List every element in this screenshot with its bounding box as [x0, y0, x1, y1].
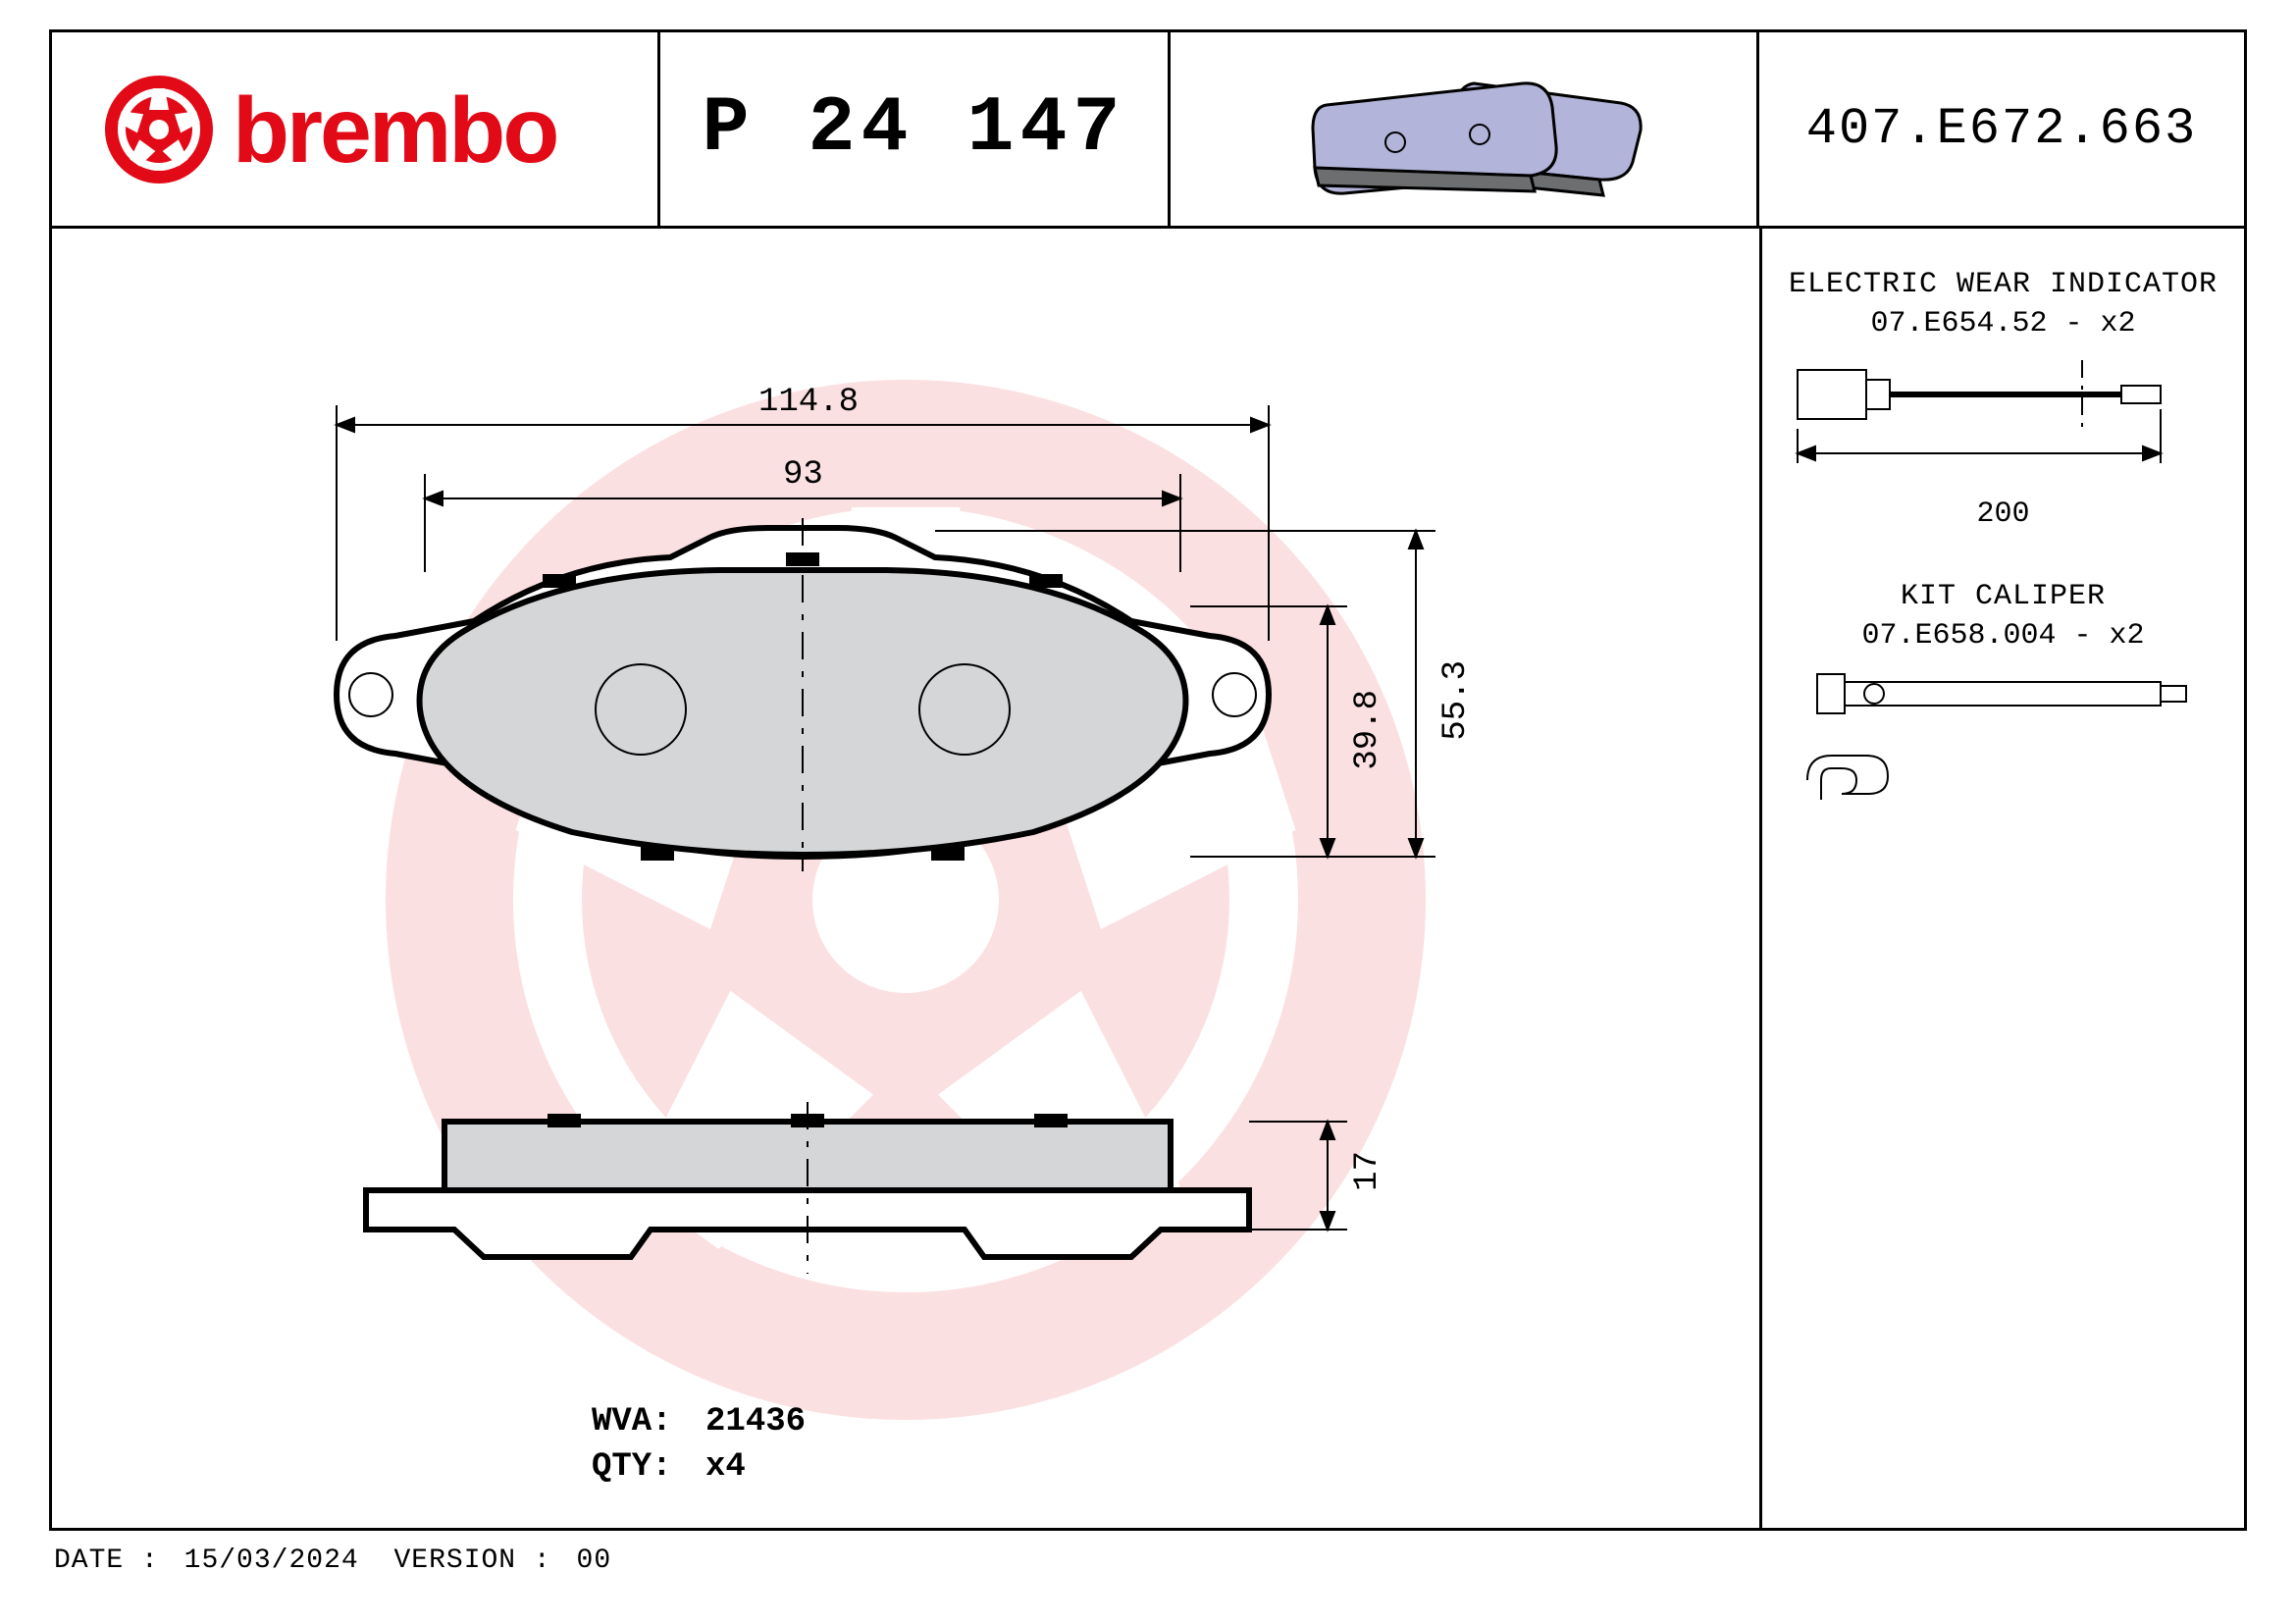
render-cell	[1171, 32, 1759, 226]
part-number: P 24 147	[702, 84, 1125, 174]
front-view	[248, 346, 1524, 955]
kit-caliper-title: KIT CALIPER	[1788, 580, 2219, 613]
dim-overall-height: 55.3	[1437, 660, 1475, 741]
kit-caliper-code: 07.E658.004	[1861, 619, 2056, 653]
kit-caliper-block: KIT CALIPER 07.E658.004 - x2	[1788, 580, 2219, 819]
wear-indicator-title: ELECTRIC WEAR INDICATOR	[1788, 268, 2219, 301]
footer-date-label: DATE :	[54, 1545, 159, 1576]
qty-label: QTY:	[592, 1448, 672, 1486]
logo-cell: brembo	[52, 32, 660, 226]
body-row: 114.8 93 39.8 55.3	[52, 229, 2244, 1528]
dim-pad-width: 93	[783, 456, 823, 494]
wear-indicator-code: 07.E654.52	[1870, 307, 2047, 341]
wear-indicator-drawing	[1788, 341, 2219, 488]
accessories-panel: ELECTRIC WEAR INDICATOR 07.E654.52 - x2	[1759, 229, 2244, 1528]
caliper-pin-drawing	[1788, 653, 2219, 741]
side-view	[337, 1092, 1416, 1308]
main-drawing-area: 114.8 93 39.8 55.3	[52, 229, 1759, 1528]
header-row: brembo P 24 147 407	[52, 32, 2244, 229]
kit-caliper-qty: x2	[2110, 619, 2145, 653]
brembo-logo: brembo	[100, 66, 610, 193]
wear-indicator-block: ELECTRIC WEAR INDICATOR 07.E654.52 - x2	[1788, 268, 2219, 531]
footer: DATE : 15/03/2024 VERSION : 00	[54, 1545, 611, 1576]
footer-version: 00	[577, 1545, 612, 1576]
wva-value: 21436	[705, 1403, 806, 1441]
reference-cell: 407.E672.663	[1759, 32, 2244, 226]
footer-version-label: VERSION :	[393, 1545, 550, 1576]
dim-pad-height: 39.8	[1349, 690, 1386, 770]
drawing-frame: brembo P 24 147 407	[49, 29, 2247, 1531]
dim-overall-width: 114.8	[758, 384, 859, 421]
clip-drawing	[1788, 741, 1905, 819]
wear-indicator-qty: x2	[2101, 307, 2136, 341]
pad-3d-render	[1258, 46, 1670, 213]
brand-text: brembo	[233, 79, 556, 183]
wear-indicator-length: 200	[1788, 498, 2219, 531]
wva-label: WVA:	[592, 1403, 672, 1441]
meta-block: WVA: 21436 QTY: x4	[592, 1400, 806, 1491]
part-number-cell: P 24 147	[660, 32, 1171, 226]
qty-value: x4	[705, 1448, 746, 1486]
footer-date: 15/03/2024	[184, 1545, 359, 1576]
reference-number: 407.E672.663	[1806, 100, 2197, 158]
dim-thickness: 17	[1349, 1151, 1386, 1191]
